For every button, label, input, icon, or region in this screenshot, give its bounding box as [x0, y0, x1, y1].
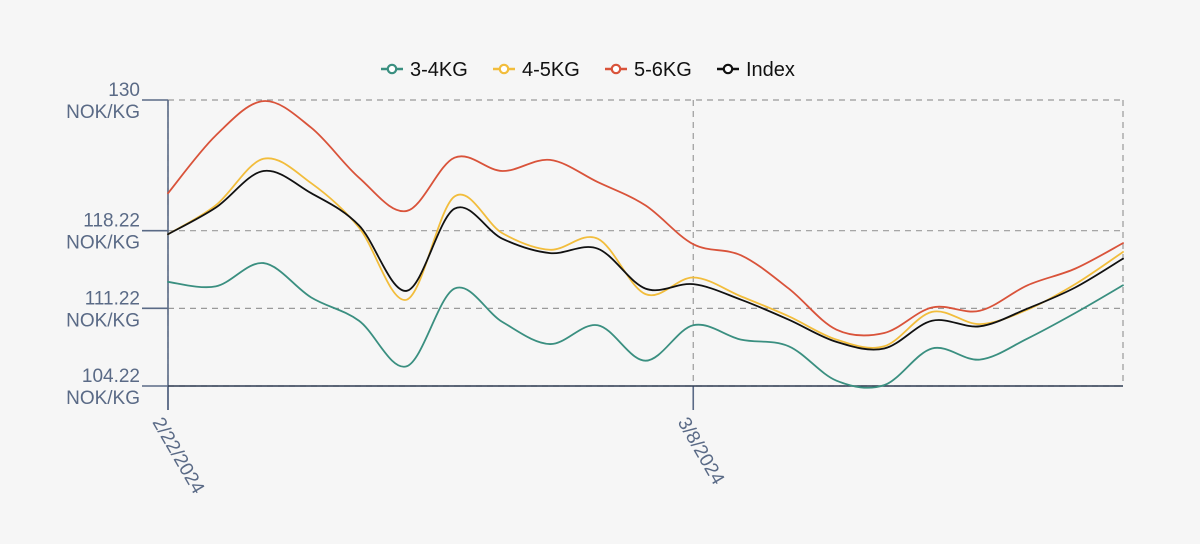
- y-tick-unit: NOK/KG: [66, 233, 140, 254]
- y-tick-value: 104.22: [82, 366, 140, 387]
- legend: 3-4KG 4-5KG 5-6KG Index: [381, 59, 795, 81]
- legend-circle-marker: [610, 63, 622, 75]
- legend-label: 5-6KG: [634, 59, 692, 81]
- y-tick-unit: NOK/KG: [66, 310, 140, 331]
- legend-label: Index: [746, 59, 795, 81]
- legend-circle-marker: [386, 63, 398, 75]
- legend-label: 3-4KG: [410, 59, 468, 81]
- legend-label: 4-5KG: [522, 59, 580, 81]
- y-tick-label: 104.22 NOK/KG: [66, 366, 140, 409]
- series-layer: [167, 100, 1124, 389]
- legend-circle-marker: [498, 63, 510, 75]
- y-tick-label: 130 NOK/KG: [66, 80, 140, 123]
- y-tick-label: 111.22 NOK/KG: [66, 288, 140, 331]
- y-tick-value: 130: [108, 80, 140, 101]
- legend-item[interactable]: 3-4KG: [381, 59, 468, 81]
- y-tick-value: 111.22: [85, 288, 140, 309]
- series-line-3-4kg: [167, 262, 1124, 389]
- legend-item[interactable]: Index: [717, 59, 795, 81]
- y-tick-value: 118.22: [83, 211, 140, 232]
- grid-layer: [167, 99, 1124, 387]
- series-line-index: [167, 169, 1124, 351]
- legend-item[interactable]: 5-6KG: [605, 59, 692, 81]
- x-tick-label: 2/22/2024: [148, 414, 209, 498]
- y-tick-label: 118.22 NOK/KG: [66, 211, 140, 254]
- y-tick-unit: NOK/KG: [66, 102, 140, 123]
- x-tick-label: 3/8/2024: [673, 414, 728, 489]
- y-tick-unit: NOK/KG: [66, 388, 140, 409]
- series-line-5-6kg: [167, 100, 1124, 337]
- legend-item[interactable]: 4-5KG: [493, 59, 580, 81]
- legend-circle-marker: [722, 63, 734, 75]
- series-line-4-5kg: [167, 157, 1124, 349]
